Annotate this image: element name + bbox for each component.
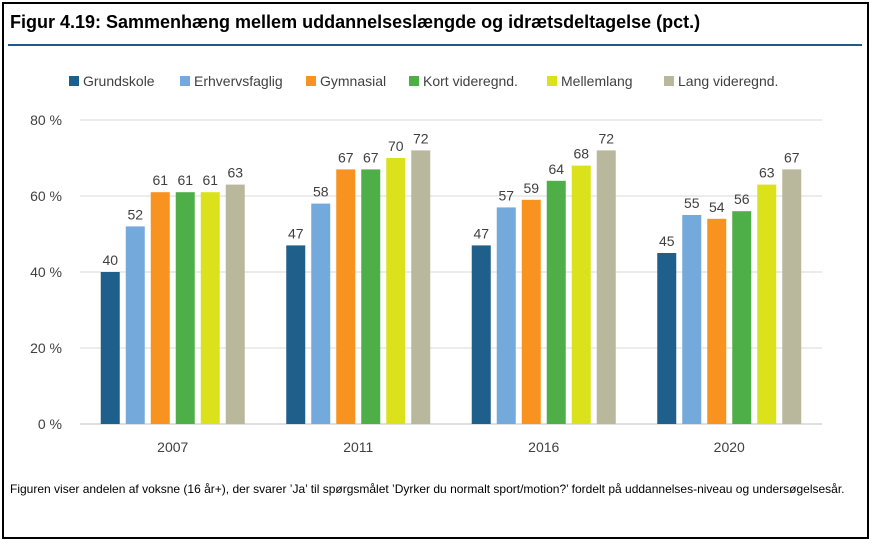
data-label: 52	[127, 206, 143, 222]
data-label: 59	[523, 180, 539, 196]
y-tick-label: 20 %	[30, 340, 62, 356]
bar	[571, 165, 591, 424]
data-label: 45	[659, 233, 675, 249]
data-label: 61	[177, 172, 193, 188]
data-label: 57	[498, 187, 514, 203]
data-label: 54	[709, 199, 725, 215]
bar	[336, 169, 356, 424]
bar	[361, 169, 381, 424]
data-label: 67	[784, 149, 800, 165]
bar	[411, 150, 431, 424]
data-label: 67	[338, 149, 354, 165]
bar	[732, 211, 752, 424]
x-tick-label: 2016	[528, 439, 559, 455]
x-axis-ticks: 2007 2011 2016 2020	[157, 439, 745, 455]
bar	[546, 180, 566, 424]
bar	[782, 169, 802, 424]
bar	[125, 226, 145, 424]
y-tick-label: 80 %	[30, 112, 62, 128]
data-label: 56	[734, 191, 750, 207]
legend-label: Lang videregnd.	[678, 73, 778, 89]
legend-label: Gymnasial	[320, 73, 386, 89]
bar	[596, 150, 616, 424]
legend-swatch	[547, 76, 557, 86]
data-label: 70	[388, 138, 404, 154]
data-label: 64	[548, 161, 564, 177]
data-label: 47	[473, 225, 489, 241]
data-label: 61	[202, 172, 218, 188]
y-tick-label: 0 %	[38, 416, 62, 432]
y-axis-ticks: 0 % 20 % 40 % 60 % 80 %	[30, 112, 62, 432]
bar	[286, 245, 306, 424]
legend-swatch	[69, 76, 79, 86]
legend-swatch	[180, 76, 190, 86]
y-tick-label: 40 %	[30, 264, 62, 280]
bar	[757, 184, 777, 424]
bar	[100, 272, 120, 424]
bar	[150, 192, 170, 424]
bar	[682, 215, 702, 424]
figure-title: Figur 4.19: Sammenhæng mellem uddannelse…	[10, 12, 701, 32]
bar	[311, 203, 331, 424]
bar	[657, 253, 677, 424]
legend-label: Mellemlang	[561, 73, 633, 89]
data-label: 67	[363, 149, 379, 165]
figure-caption: Figuren viser andelen af voksne (16 år+)…	[10, 482, 845, 496]
data-label: 63	[227, 165, 243, 181]
data-labels: 40 52 61 61 61 63 47 58 67 67 70 72 47 57 59 64 68 72 45 55…	[102, 130, 799, 268]
data-label: 55	[684, 195, 700, 211]
data-label: 63	[759, 165, 775, 181]
legend-label: Grundskole	[83, 73, 155, 89]
bar	[496, 207, 516, 424]
data-label: 68	[573, 146, 589, 162]
x-tick-label: 2007	[157, 439, 188, 455]
bar	[175, 192, 195, 424]
bar	[200, 192, 220, 424]
bar	[386, 158, 406, 424]
legend-swatch	[306, 76, 316, 86]
bar	[471, 245, 491, 424]
bars	[100, 150, 802, 424]
data-label: 58	[313, 184, 329, 200]
legend-swatch	[664, 76, 674, 86]
legend-label: Kort videregnd.	[423, 73, 518, 89]
data-label: 47	[288, 225, 304, 241]
data-label: 40	[102, 252, 118, 268]
bar	[225, 184, 245, 424]
data-label: 72	[413, 130, 429, 146]
x-tick-label: 2020	[714, 439, 745, 455]
data-label: 61	[152, 172, 168, 188]
legend-label: Erhvervsfaglig	[194, 73, 283, 89]
legend-swatch	[409, 76, 419, 86]
title-underline	[8, 44, 862, 46]
data-label: 72	[598, 130, 614, 146]
legend: Grundskole Erhvervsfaglig Gymnasial Kort vi…	[69, 73, 778, 89]
y-tick-label: 60 %	[30, 188, 62, 204]
bar	[707, 218, 727, 424]
bar	[521, 199, 541, 424]
x-tick-label: 2011	[343, 439, 373, 455]
